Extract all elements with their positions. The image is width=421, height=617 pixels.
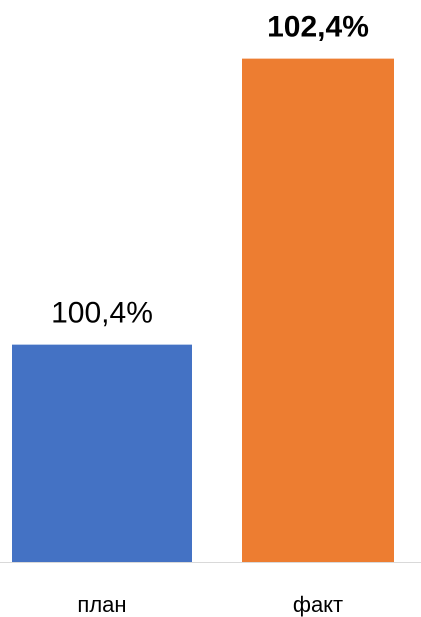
data-label: 100,4%: [51, 297, 153, 330]
x-tick-label: факт: [293, 592, 343, 617]
data-label: 102,4%: [267, 11, 369, 44]
x-tick-label: план: [77, 592, 126, 617]
bar: [242, 58, 394, 562]
bar: [12, 344, 192, 562]
